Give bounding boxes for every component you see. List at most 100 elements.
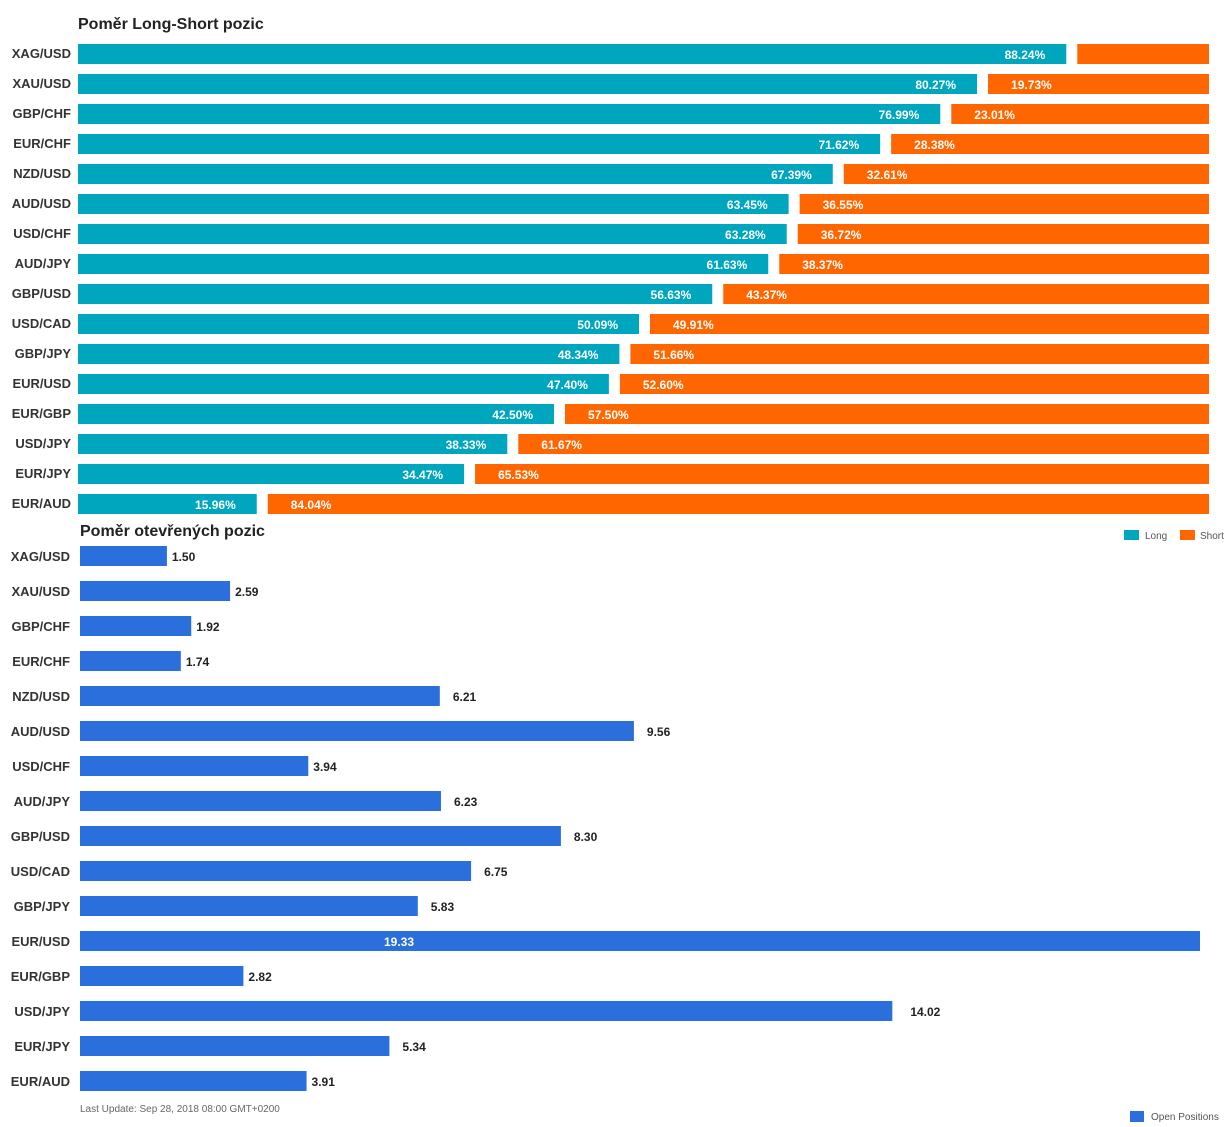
- short-value-label: 28.38%: [914, 138, 955, 152]
- long-short-category-label: EUR/JPY: [15, 466, 71, 481]
- open-positions-bar: [80, 546, 167, 566]
- short-value-label: 38.37%: [802, 258, 843, 272]
- long-value-label: 80.27%: [915, 78, 956, 92]
- long-value-label: 63.28%: [725, 228, 766, 242]
- long-value-label: 48.34%: [558, 348, 599, 362]
- open-positions-category-label: AUD/USD: [11, 724, 70, 739]
- long-bar: [78, 164, 833, 184]
- short-bar: [1077, 44, 1209, 64]
- open-positions-category-label: GBP/JPY: [14, 899, 71, 914]
- short-value-label: 23.01%: [974, 108, 1015, 122]
- open-positions-category-label: GBP/CHF: [12, 619, 71, 634]
- short-value-label: 51.66%: [653, 348, 694, 362]
- open-positions-bars: XAG/USD 1.50 XAU/USD 2.59 GBP/CHF 1.92 EUR/CHF…: [11, 546, 1200, 1091]
- short-value-label: 43.37%: [746, 288, 787, 302]
- legend-open-positions-swatch: [1130, 1111, 1144, 1122]
- long-short-category-label: GBP/JPY: [15, 346, 72, 361]
- open-positions-bar: [80, 721, 634, 741]
- long-short-category-label: EUR/CHF: [13, 136, 71, 151]
- long-short-legend: Long Short: [1124, 530, 1224, 542]
- open-positions-bar: [80, 896, 418, 916]
- short-value-label: 61.67%: [541, 438, 582, 452]
- short-value-label: 19.73%: [1011, 78, 1052, 92]
- long-short-category-label: USD/CAD: [12, 316, 71, 331]
- long-short-category-label: AUD/USD: [12, 196, 71, 211]
- open-positions-category-label: EUR/GBP: [11, 969, 71, 984]
- open-positions-value-label: 2.82: [248, 970, 272, 984]
- short-value-label: 49.91%: [673, 318, 714, 332]
- long-short-bars: XAG/USD 88.24% XAU/USD 80.27% 19.73% GBP/CHF 7…: [12, 44, 1210, 514]
- open-positions-legend: Open Positions: [1130, 1111, 1219, 1123]
- long-value-label: 71.62%: [818, 138, 859, 152]
- long-short-category-label: EUR/USD: [12, 376, 71, 391]
- open-positions-value-label: 3.91: [312, 1075, 336, 1089]
- short-bar: [779, 254, 1209, 274]
- long-bar: [78, 284, 713, 304]
- short-bar: [619, 374, 1209, 394]
- legend-open-positions-label: Open Positions: [1151, 1112, 1219, 1123]
- open-positions-bar: [80, 1071, 307, 1091]
- long-short-category-label: NZD/USD: [13, 166, 71, 181]
- long-short-category-label: EUR/GBP: [12, 406, 72, 421]
- short-value-label: 84.04%: [291, 498, 332, 512]
- short-bar: [951, 104, 1209, 124]
- open-positions-bar: [80, 651, 181, 671]
- open-positions-value-label: 6.23: [454, 795, 478, 809]
- long-short-category-label: USD/JPY: [15, 436, 71, 451]
- open-positions-category-label: EUR/CHF: [12, 654, 70, 669]
- long-short-chart-title: Poměr Long-Short pozic: [78, 16, 264, 33]
- long-short-category-label: XAG/USD: [12, 46, 71, 61]
- open-positions-bar: [80, 581, 231, 601]
- open-positions-category-label: XAG/USD: [11, 549, 70, 564]
- legend-short-swatch: [1180, 530, 1195, 540]
- open-positions-category-label: USD/JPY: [14, 1004, 70, 1019]
- open-positions-value-label: 3.94: [313, 760, 337, 774]
- short-value-label: 36.72%: [821, 228, 862, 242]
- open-positions-bar: [80, 931, 1200, 951]
- legend-short-label: Short: [1200, 531, 1224, 542]
- open-positions-bar: [80, 1001, 893, 1021]
- open-positions-bar: [80, 861, 472, 881]
- open-positions-value-label: 6.75: [484, 865, 508, 879]
- long-bar: [78, 134, 881, 154]
- long-value-label: 63.45%: [727, 198, 768, 212]
- open-positions-value-label: 6.21: [453, 690, 477, 704]
- open-positions-bar: [80, 966, 244, 986]
- long-value-label: 61.63%: [707, 258, 748, 272]
- open-positions-value-label: 1.92: [196, 620, 220, 634]
- short-bar: [843, 164, 1209, 184]
- open-positions-value-label: 9.56: [647, 725, 671, 739]
- open-positions-value-label: 2.59: [235, 585, 259, 599]
- long-bar: [78, 464, 465, 484]
- long-bar: [78, 104, 941, 124]
- short-bar: [267, 494, 1209, 514]
- legend-long-label: Long: [1145, 531, 1167, 542]
- open-positions-category-label: USD/CHF: [12, 759, 70, 774]
- open-positions-category-label: EUR/AUD: [11, 1074, 70, 1089]
- open-positions-value-label: 5.83: [431, 900, 455, 914]
- open-positions-category-label: XAU/USD: [11, 584, 70, 599]
- long-value-label: 42.50%: [492, 408, 533, 422]
- open-positions-bar: [80, 616, 192, 636]
- long-bar: [78, 374, 609, 394]
- open-positions-value-label: 19.33: [384, 935, 414, 949]
- short-bar: [797, 224, 1209, 244]
- long-short-category-label: EUR/AUD: [12, 496, 71, 511]
- long-short-category-label: XAU/USD: [12, 76, 71, 91]
- short-bar: [799, 194, 1209, 214]
- long-short-category-label: GBP/CHF: [13, 106, 72, 121]
- long-bar: [78, 494, 257, 514]
- long-bar: [78, 224, 787, 244]
- long-bar: [78, 434, 508, 454]
- short-bar: [723, 284, 1209, 304]
- short-value-label: 57.50%: [588, 408, 629, 422]
- open-positions-category-label: EUR/JPY: [14, 1039, 70, 1054]
- open-positions-category-label: USD/CAD: [11, 864, 70, 879]
- legend-long-swatch: [1124, 530, 1139, 540]
- long-bar: [78, 74, 978, 94]
- open-positions-chart-title: Poměr otevřených pozic: [80, 523, 265, 540]
- long-bar: [78, 404, 554, 424]
- open-positions-category-label: AUD/JPY: [14, 794, 71, 809]
- short-value-label: 36.55%: [823, 198, 864, 212]
